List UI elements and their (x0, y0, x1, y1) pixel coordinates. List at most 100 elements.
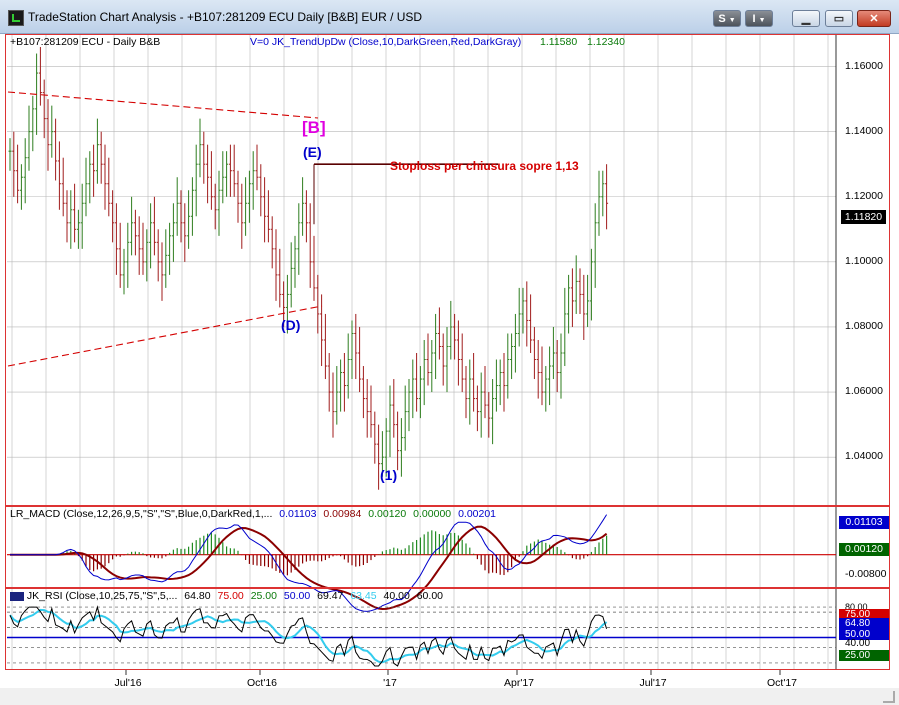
ohlc-bar (350, 320, 354, 380)
price-bars (8, 47, 609, 490)
ohlc-bar (559, 333, 563, 399)
price-tick-label: 1.04000 (845, 450, 883, 463)
ohlc-bar (232, 144, 236, 197)
ohlc-bar (228, 144, 232, 197)
ohlc-bar (411, 359, 415, 419)
ohlc-bar (156, 229, 160, 282)
ohlc-bar (213, 183, 217, 230)
ohlc-bar (540, 346, 544, 406)
ohlc-bar (152, 196, 156, 256)
annotations-layer (7, 91, 498, 367)
ohlc-bar (130, 196, 134, 256)
macd-value-4: 0.00000 (413, 508, 452, 520)
ohlc-bar (80, 183, 84, 249)
ohlc-bar (551, 326, 555, 380)
ohlc-bar (202, 131, 206, 184)
ohlc-bar (194, 144, 198, 217)
ohlc-bar (31, 95, 35, 152)
price-pane-frame (5, 34, 890, 506)
rsi-value-6: 63.45 (350, 590, 377, 602)
ohlc-bar (73, 183, 77, 243)
ohlc-bar (574, 255, 578, 314)
macd-value-3: 0.00120 (368, 508, 407, 520)
ohlc-bar (278, 248, 282, 308)
indicator-label: V=0 JK_TrendUpDw (Close,10,DarkGreen,Red… (250, 36, 522, 48)
indicator-menu-button[interactable]: I ▼ (745, 10, 773, 27)
chart-canvas[interactable] (0, 34, 899, 705)
ohlc-bar (567, 274, 571, 334)
ohlc-bar (422, 339, 426, 406)
style-menu-button[interactable]: S ▼ (713, 10, 741, 27)
ohlc-bar (593, 203, 597, 288)
rsi-value-4: 50.00 (283, 590, 311, 602)
ohlc-bar (38, 47, 42, 106)
upper-trendline (7, 91, 319, 119)
resize-grip-icon[interactable] (883, 691, 895, 703)
last-price-badge: 1.11820 (841, 210, 886, 224)
ohlc-bar (187, 190, 191, 249)
ohlc-bar (217, 170, 221, 236)
ohlc-bar (301, 177, 305, 236)
ohlc-bar (316, 274, 320, 334)
ohlc-bar (274, 229, 278, 301)
ohlc-bar (19, 164, 23, 210)
ohlc-bar (548, 346, 552, 406)
ohlc-bar (396, 411, 400, 471)
ohlc-bar (415, 353, 419, 412)
price-tick-label: 1.06000 (845, 385, 883, 398)
macd-axis-value-mid: 0.00120 (839, 543, 889, 556)
macd-plot (7, 514, 836, 612)
ohlc-bar (407, 379, 411, 432)
ohlc-bar (605, 164, 609, 230)
rsi-value-1: 64.80 (184, 590, 211, 602)
time-axis-label: Oct'17 (766, 677, 798, 689)
ohlc-bar (529, 294, 533, 354)
minimize-button[interactable]: ▁ (792, 10, 820, 27)
ohlc-bar (517, 287, 521, 347)
ohlc-bar (126, 222, 130, 288)
ohlc-bar (342, 353, 346, 412)
wave-d-label: (D) (281, 317, 301, 333)
tradestation-app-icon[interactable] (8, 10, 24, 26)
close-button[interactable]: ✕ (857, 10, 891, 27)
indicator-value-2: 1.12340 (587, 36, 625, 48)
ohlc-bar (380, 431, 384, 477)
ohlc-bar (555, 339, 559, 393)
maximize-button[interactable]: ▭ (825, 10, 853, 27)
price-tick-label: 1.16000 (845, 59, 883, 72)
ohlc-bar (601, 170, 605, 217)
macd-value-5: 0.00201 (458, 508, 497, 520)
ohlc-bar (510, 333, 514, 380)
ohlc-bar (464, 366, 468, 419)
rsi-label: JK_RSI (Close,10,25,75,"S",5,... (26, 590, 178, 602)
ohlc-bar (266, 190, 270, 243)
time-axis-label: Oct'16 (246, 677, 278, 689)
time-axis-label: Jul'16 (114, 677, 142, 689)
minimize-icon: ▁ (801, 13, 811, 25)
ohlc-bar (521, 287, 525, 334)
ohlc-bar (175, 177, 179, 236)
ohlc-bar (563, 287, 567, 367)
ohlc-bar (304, 190, 308, 243)
ohlc-bar (111, 190, 115, 243)
ohlc-bar (498, 359, 502, 406)
ohlc-bar (483, 366, 487, 419)
ohlc-bar (346, 333, 350, 399)
rsi-axis-50: 50.00 (839, 629, 889, 640)
horizontal-scrollbar[interactable] (0, 688, 899, 705)
rsi-value-2: 75.00 (217, 590, 244, 602)
ohlc-bar (491, 379, 495, 445)
ohlc-bar (16, 144, 20, 204)
ohlc-bar (456, 320, 460, 386)
ohlc-bar (61, 157, 65, 217)
ohlc-bar (513, 313, 517, 373)
ohlc-bar (164, 229, 168, 288)
ohlc-bar (171, 203, 175, 262)
ohlc-bar (69, 190, 73, 249)
ohlc-bar (434, 313, 438, 380)
ohlc-bar (255, 144, 259, 191)
ohlc-bar (12, 131, 16, 197)
ohlc-bar (430, 339, 434, 393)
ohlc-bar (297, 203, 301, 275)
ohlc-bar (270, 216, 274, 269)
